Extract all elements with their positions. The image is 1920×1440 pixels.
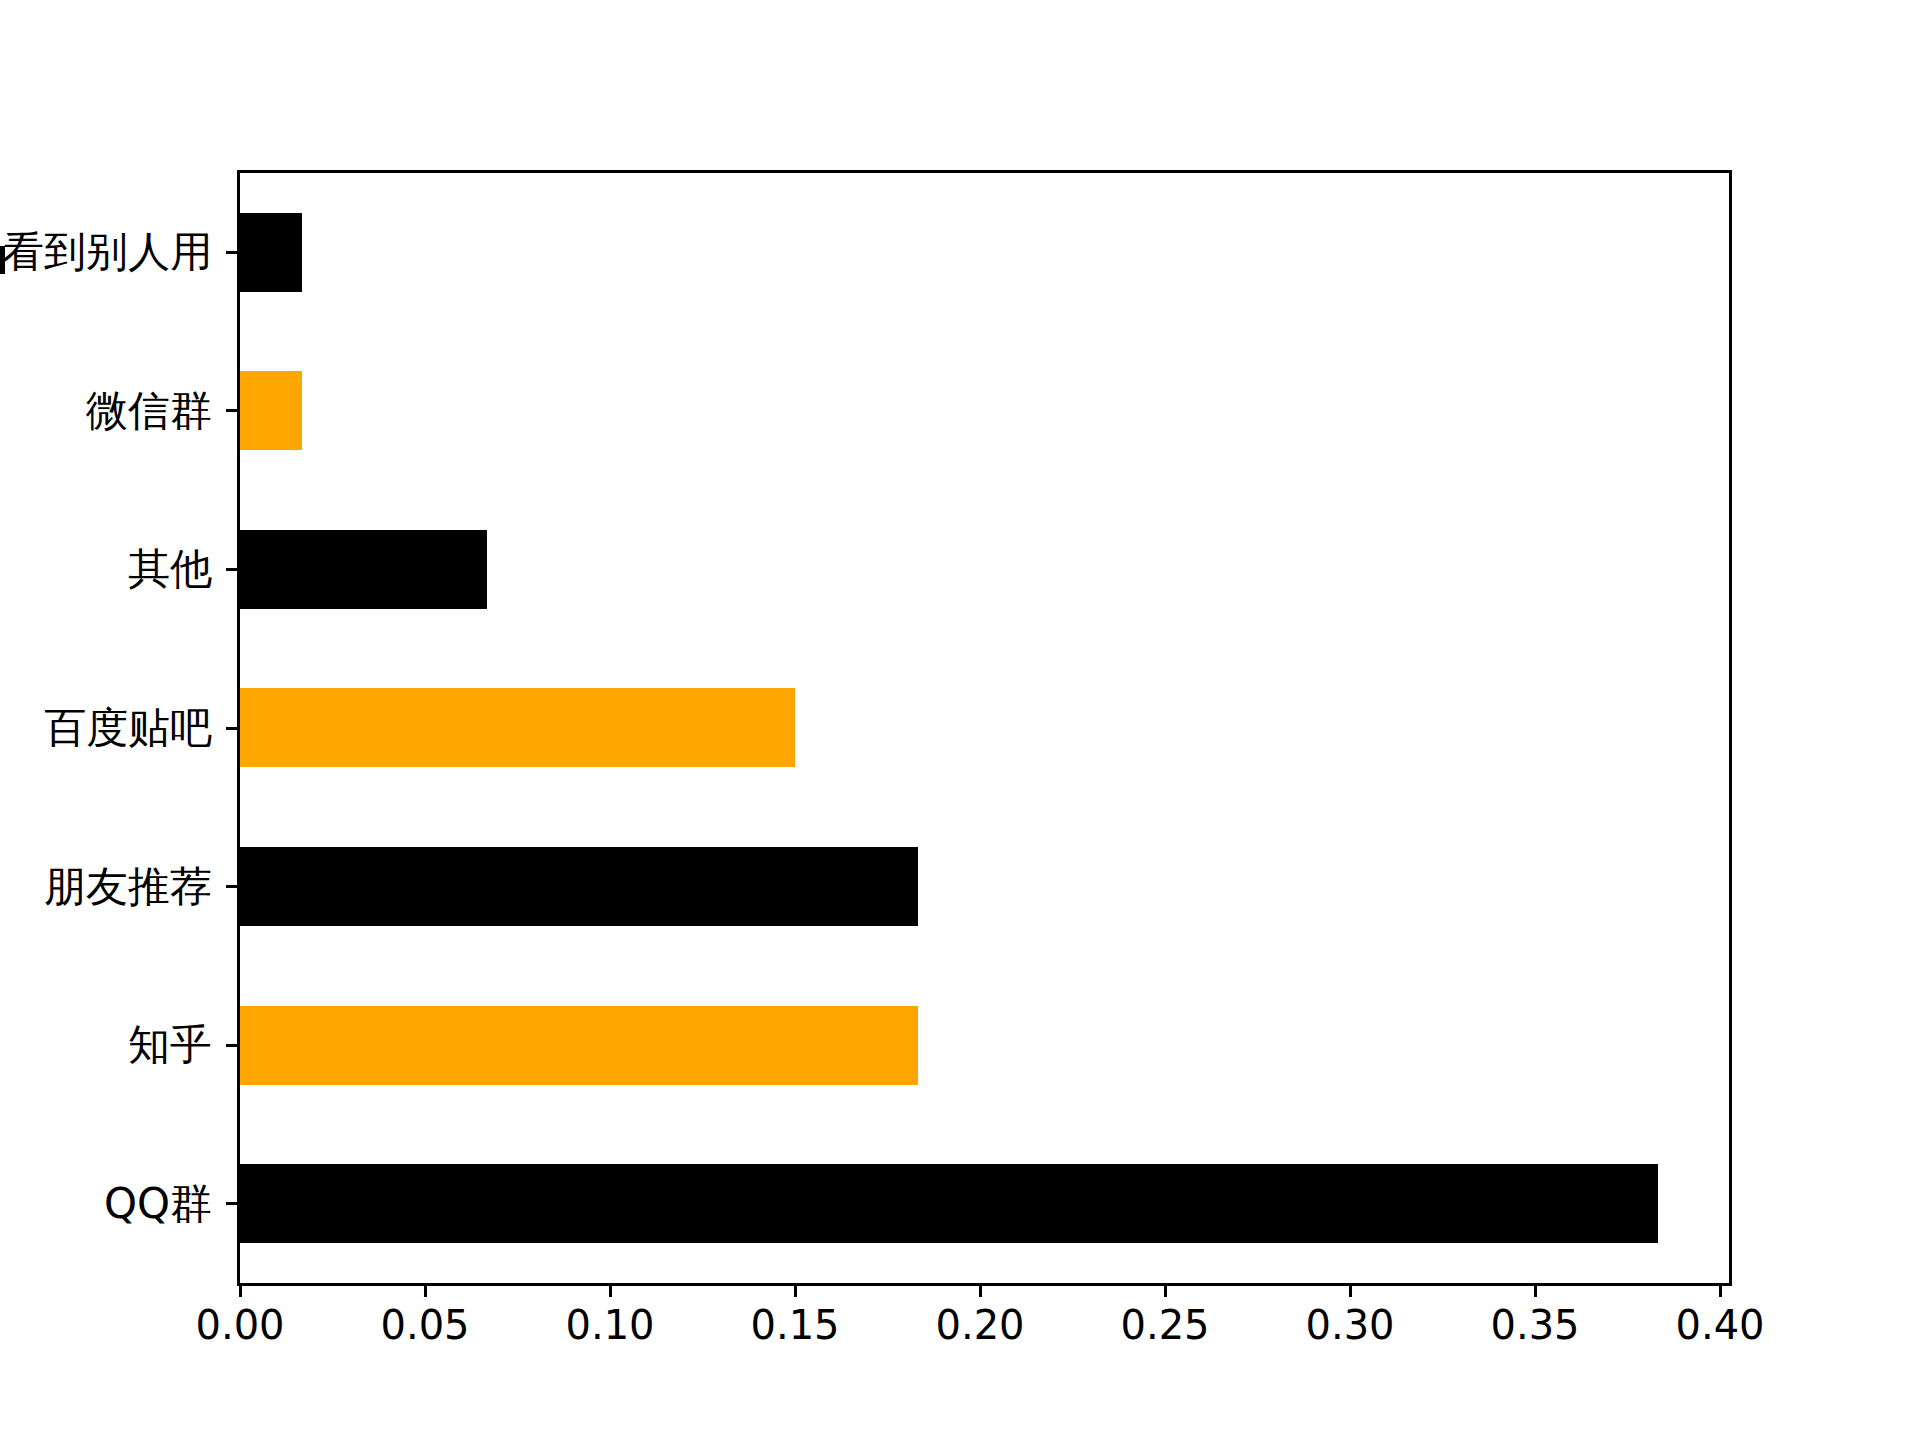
x-tick-label: 0.35 — [1455, 1303, 1615, 1347]
y-axis-tick — [226, 251, 240, 254]
y-axis-tick — [226, 727, 240, 730]
figure: 看到别人用微信群其他百度贴吧朋友推荐知乎 QQ群 0.00 0.05 0.10 0.15 0… — [0, 0, 1920, 1440]
x-tick-label: 0.25 — [1085, 1303, 1245, 1347]
bar-知乎 — [240, 1006, 918, 1085]
x-tick-label: 0.40 — [1640, 1303, 1800, 1347]
x-axis-tick — [794, 1283, 797, 1297]
y-tick-label: 其他 — [0, 540, 212, 598]
x-tick-label: 0.05 — [345, 1303, 505, 1347]
y-axis-tick — [226, 1202, 240, 1205]
x-axis-tick — [424, 1283, 427, 1297]
bar-微信群 — [240, 371, 302, 450]
y-axis-tick — [226, 1044, 240, 1047]
y-axis-tick — [226, 409, 240, 412]
bar-其他 — [240, 530, 487, 609]
bar-朋友推荐 — [240, 847, 918, 926]
clipped-label-fragment — [0, 246, 5, 274]
x-tick-label: 0.10 — [530, 1303, 690, 1347]
x-axis-tick — [239, 1283, 242, 1297]
y-tick-label: 看到别人用 — [0, 223, 212, 281]
y-axis-tick — [226, 568, 240, 571]
y-tick-label: 知乎 — [0, 1016, 212, 1074]
x-tick-label: 0.20 — [900, 1303, 1060, 1347]
y-tick-label: 朋友推荐 — [0, 858, 212, 916]
bar-百度贴吧 — [240, 688, 795, 767]
x-axis-tick — [979, 1283, 982, 1297]
bar-看到别人用 — [240, 213, 302, 292]
x-tick-label: 0.00 — [160, 1303, 320, 1347]
y-tick-label: 百度贴吧 — [0, 699, 212, 757]
bar-QQ群 — [240, 1164, 1658, 1243]
y-tick-label: 微信群 — [0, 382, 212, 440]
x-axis-tick — [1349, 1283, 1352, 1297]
x-axis-tick — [1164, 1283, 1167, 1297]
x-tick-label: 0.30 — [1270, 1303, 1430, 1347]
x-axis-tick — [609, 1283, 612, 1297]
y-axis-tick — [226, 885, 240, 888]
y-tick-label: QQ群 — [0, 1175, 212, 1233]
x-axis-tick — [1534, 1283, 1537, 1297]
x-tick-label: 0.15 — [715, 1303, 875, 1347]
x-axis-tick — [1719, 1283, 1722, 1297]
